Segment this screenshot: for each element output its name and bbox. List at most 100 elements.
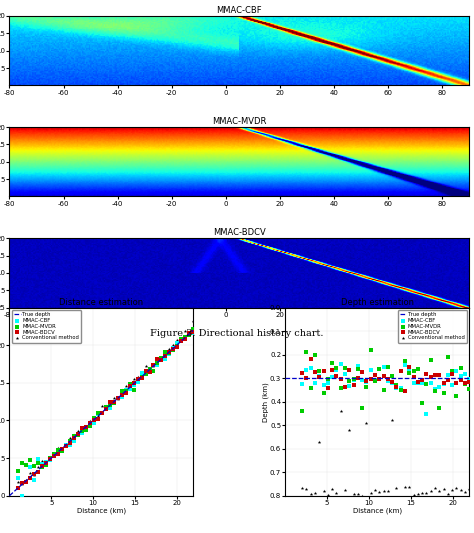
MMAC-MVDR — [146, 365, 153, 374]
MMAC-CBF — [18, 492, 26, 500]
MMAC-CBF — [371, 375, 379, 384]
MMAC-CBF — [350, 376, 357, 384]
Conventional method — [178, 334, 185, 343]
MMAC-BDCV — [130, 378, 137, 387]
MMAC-CBF — [98, 409, 105, 417]
MMAC-CBF — [328, 373, 336, 382]
MMAC-CBF — [34, 455, 42, 464]
MMAC-CBF — [102, 405, 109, 413]
Conventional method — [190, 317, 197, 325]
Conventional method — [94, 411, 101, 420]
MMAC-BDCV — [315, 373, 323, 381]
MMAC-CBF — [94, 409, 101, 418]
Conventional method — [38, 457, 46, 465]
MMAC-CBF — [62, 440, 70, 449]
MMAC-BDCV — [457, 376, 465, 384]
MMAC-MVDR — [410, 367, 417, 376]
MMAC-BDCV — [448, 370, 456, 378]
MMAC-MVDR — [346, 377, 353, 385]
Conventional method — [110, 394, 118, 402]
MMAC-BDCV — [333, 372, 340, 380]
MMAC-BDCV — [444, 376, 452, 384]
MMAC-MVDR — [367, 345, 374, 354]
MMAC-MVDR — [341, 364, 349, 372]
MMAC-MVDR — [126, 380, 133, 389]
Conventional method — [397, 494, 404, 503]
MMAC-CBF — [457, 372, 465, 380]
MMAC-MVDR — [350, 375, 357, 383]
Conventional method — [134, 373, 141, 381]
MMAC-MVDR — [315, 367, 323, 376]
MMAC-BDCV — [122, 389, 129, 397]
MMAC-CBF — [307, 364, 314, 373]
MMAC-BDCV — [165, 348, 173, 356]
Conventional method — [448, 486, 456, 495]
Conventional method — [158, 354, 165, 363]
MMAC-CBF — [74, 431, 82, 440]
MMAC-MVDR — [431, 387, 439, 395]
MMAC-BDCV — [465, 377, 473, 386]
MMAC-CBF — [42, 457, 50, 466]
MMAC-BDCV — [66, 439, 73, 447]
MMAC-BDCV — [46, 455, 54, 464]
MMAC-CBF — [375, 374, 383, 383]
Conventional method — [440, 484, 447, 493]
Conventional method — [82, 422, 90, 431]
Conventional method — [138, 368, 146, 377]
Conventional method — [380, 486, 387, 495]
MMAC-MVDR — [182, 332, 189, 341]
MMAC-BDCV — [34, 468, 42, 477]
Conventional method — [419, 489, 426, 497]
Conventional method — [102, 401, 109, 410]
MMAC-BDCV — [419, 376, 426, 384]
MMAC-BDCV — [173, 343, 181, 351]
MMAC-CBF — [431, 384, 439, 393]
MMAC-BDCV — [392, 383, 400, 392]
MMAC-BDCV — [298, 368, 306, 377]
MMAC-MVDR — [397, 386, 404, 394]
MMAC-MVDR — [319, 389, 327, 398]
Conventional method — [34, 463, 42, 472]
MMAC-CBF — [419, 379, 426, 387]
MMAC-CBF — [186, 330, 193, 338]
MMAC-MVDR — [14, 467, 22, 475]
MMAC-BDCV — [86, 419, 93, 427]
MMAC-MVDR — [302, 348, 310, 356]
MMAC-MVDR — [444, 352, 452, 361]
MMAC-CBF — [311, 378, 319, 387]
MMAC-BDCV — [26, 474, 34, 482]
MMAC-MVDR — [78, 427, 85, 435]
MMAC-MVDR — [388, 372, 396, 381]
MMAC-BDCV — [138, 374, 146, 383]
MMAC-MVDR — [74, 431, 82, 440]
MMAC-BDCV — [461, 378, 469, 387]
MMAC-BDCV — [186, 329, 193, 337]
Conventional method — [414, 489, 421, 498]
MMAC-CBF — [30, 476, 37, 484]
MMAC-CBF — [14, 474, 22, 482]
Conventional method — [375, 488, 383, 496]
MMAC-CBF — [122, 386, 129, 395]
MMAC-MVDR — [440, 389, 447, 397]
MMAC-MVDR — [380, 386, 387, 394]
MMAC-MVDR — [134, 374, 141, 383]
MMAC-CBF — [380, 363, 387, 372]
MMAC-MVDR — [405, 369, 413, 378]
Conventional method — [311, 489, 319, 497]
MMAC-BDCV — [78, 424, 85, 432]
MMAC-MVDR — [70, 431, 77, 440]
MMAC-CBF — [427, 379, 435, 387]
MMAC-MVDR — [337, 383, 345, 392]
Conventional method — [384, 487, 392, 496]
MMAC-MVDR — [98, 409, 105, 417]
MMAC-MVDR — [461, 380, 469, 389]
Conventional method — [54, 443, 62, 452]
MMAC-CBF — [170, 343, 177, 352]
MMAC-MVDR — [82, 425, 90, 434]
MMAC-BDCV — [98, 408, 105, 417]
MMAC-CBF — [138, 369, 146, 377]
Conventional method — [337, 407, 345, 415]
Conventional method — [154, 358, 161, 367]
MMAC-BDCV — [102, 405, 109, 413]
Conventional method — [354, 490, 362, 498]
